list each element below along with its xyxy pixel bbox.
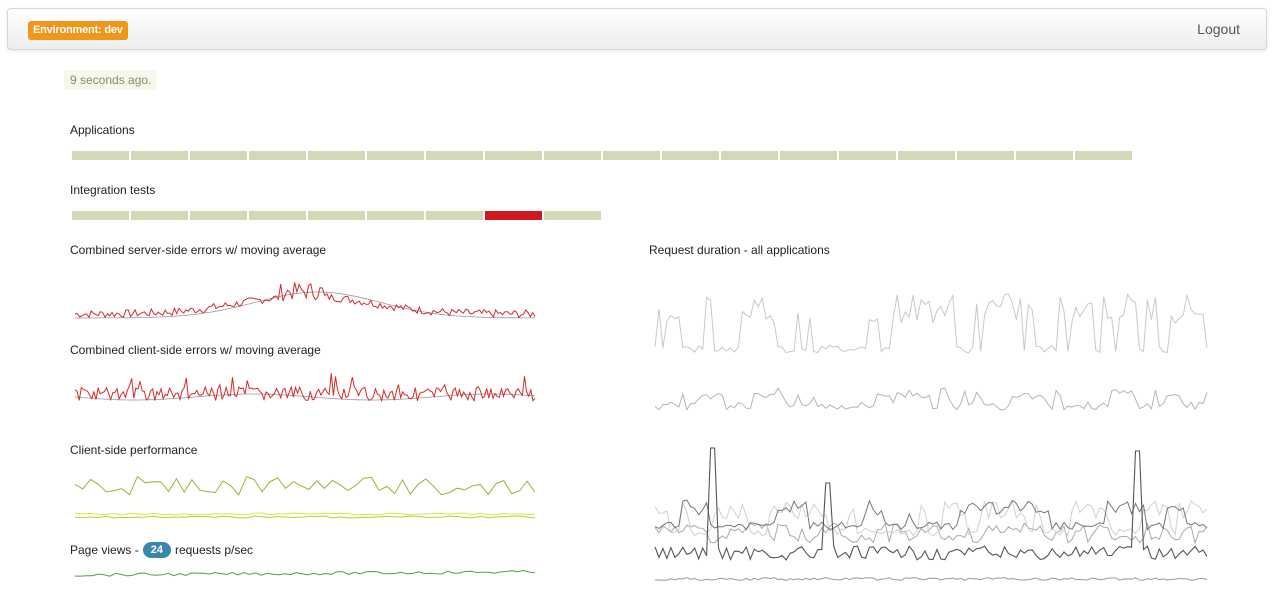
page-views-prefix: Page views - [70, 543, 139, 557]
server-errors-line [74, 282, 536, 319]
request-duration-chart [654, 292, 1208, 582]
request-duration-series-7 [654, 576, 1208, 582]
applications-label: Applications [70, 123, 135, 137]
client-errors-moving-average-line [74, 393, 536, 401]
client-performance-chart [74, 475, 536, 519]
request-duration-series-3 [654, 521, 1208, 545]
application-status-2[interactable] [131, 151, 188, 160]
application-status-14[interactable] [839, 151, 896, 160]
request-duration-series-5 [654, 499, 1208, 531]
application-status-5[interactable] [308, 151, 365, 160]
page-views-suffix: requests p/sec [174, 543, 253, 557]
application-status-6[interactable] [367, 151, 424, 160]
integration-test-status-4[interactable] [249, 211, 306, 220]
request-duration-series-1 [654, 292, 1208, 354]
integration-test-status-9[interactable] [544, 211, 601, 220]
client-errors-title: Combined client-side errors w/ moving av… [70, 343, 321, 357]
applications-status-bar [72, 151, 1132, 160]
server-errors-chart [74, 282, 536, 319]
application-status-10[interactable] [603, 151, 660, 160]
integration-tests-status-bar [72, 211, 601, 220]
integration-test-status-3[interactable] [190, 211, 247, 220]
application-status-4[interactable] [249, 151, 306, 160]
request-duration-series-4 [654, 500, 1208, 537]
application-status-9[interactable] [544, 151, 601, 160]
application-status-15[interactable] [898, 151, 955, 160]
application-status-7[interactable] [426, 151, 483, 160]
application-status-18[interactable] [1075, 151, 1132, 160]
client-performance-low-line-2 [74, 515, 536, 519]
integration-test-status-6[interactable] [367, 211, 424, 220]
page-views-label: Page views - 24 requests p/sec [70, 542, 253, 558]
application-status-8[interactable] [485, 151, 542, 160]
page-views-chart [75, 569, 536, 577]
environment-badge: Environment: dev [28, 21, 128, 40]
integration-test-status-1[interactable] [72, 211, 129, 220]
server-errors-moving-average-line [75, 291, 535, 319]
client-errors-chart [74, 373, 536, 403]
integration-test-status-7[interactable] [426, 211, 483, 220]
integration-test-status-8[interactable] [485, 211, 542, 220]
request-duration-series-2 [654, 387, 1208, 412]
application-status-1[interactable] [72, 151, 129, 160]
last-updated-timestamp: 9 seconds ago. [64, 70, 158, 90]
application-status-16[interactable] [957, 151, 1014, 160]
client-performance-title: Client-side performance [70, 443, 198, 457]
application-status-3[interactable] [190, 151, 247, 160]
client-performance-line [74, 475, 536, 496]
request-duration-series-6 [654, 447, 1208, 562]
application-status-11[interactable] [662, 151, 719, 160]
application-status-17[interactable] [1016, 151, 1073, 160]
client-errors-line [74, 373, 536, 403]
page-views-line [75, 569, 536, 577]
client-performance-low-line-1 [74, 512, 536, 516]
integration-tests-label: Integration tests [70, 183, 156, 197]
server-errors-title: Combined server-side errors w/ moving av… [70, 243, 327, 257]
navbar: Environment: dev Logout [7, 8, 1267, 50]
page-views-count-badge: 24 [142, 542, 171, 558]
integration-test-status-2[interactable] [131, 211, 188, 220]
application-status-12[interactable] [721, 151, 778, 160]
integration-test-status-5[interactable] [308, 211, 365, 220]
application-status-13[interactable] [780, 151, 837, 160]
logout-link[interactable]: Logout [1197, 21, 1240, 37]
request-duration-title: Request duration - all applications [649, 243, 830, 257]
